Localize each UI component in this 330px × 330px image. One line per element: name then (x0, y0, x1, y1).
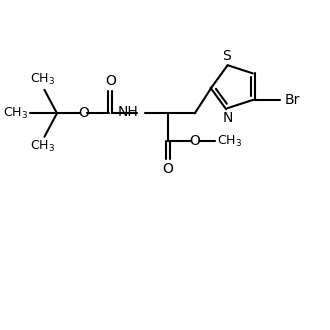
Text: O: O (105, 74, 115, 88)
Text: O: O (163, 162, 174, 176)
Text: S: S (222, 49, 230, 63)
Text: O: O (189, 135, 200, 148)
Text: CH$_3$: CH$_3$ (30, 72, 55, 87)
Text: NH: NH (118, 105, 138, 119)
Text: CH$_3$: CH$_3$ (217, 134, 242, 149)
Text: Br: Br (284, 93, 300, 107)
Text: N: N (222, 111, 233, 125)
Text: CH$_3$: CH$_3$ (3, 106, 28, 121)
Text: O: O (78, 106, 89, 120)
Text: CH$_3$: CH$_3$ (30, 139, 55, 154)
